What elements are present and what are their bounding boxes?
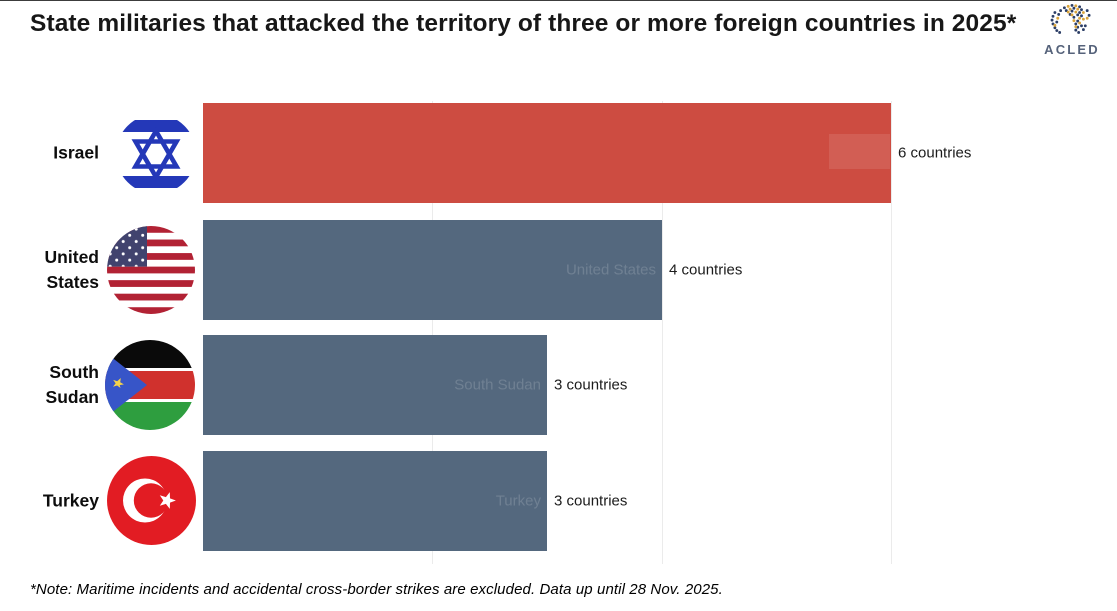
inbar-label: Turkey <box>495 492 541 510</box>
acled-logo-text: ACLED <box>1044 42 1100 57</box>
acled-logo: ACLED <box>1041 3 1103 59</box>
inbar-label: United States <box>565 261 656 279</box>
bar-israel <box>203 103 891 203</box>
israel-flag-icon <box>116 114 196 194</box>
south-sudan-flag-icon <box>105 340 195 430</box>
bar-highlight <box>829 134 890 169</box>
gridline <box>891 101 892 564</box>
chart-title: State militaries that attacked the terri… <box>30 10 1017 37</box>
value-label: 3 countries <box>554 376 628 394</box>
category-label-united-states: United States <box>44 247 99 292</box>
footnote: *Note: Maritime incidents and accidental… <box>30 581 723 598</box>
value-label: 4 countries <box>669 261 743 279</box>
value-label: 6 countries <box>898 144 972 162</box>
bar-united-states <box>203 220 662 320</box>
bar-south-sudan <box>203 335 547 435</box>
category-label-turkey: Turkey <box>42 490 99 511</box>
value-label: 3 countries <box>554 492 628 510</box>
inbar-label: South Sudan <box>454 376 541 394</box>
gridline <box>662 101 663 564</box>
united-states-flag-icon <box>107 226 195 314</box>
category-label-israel: Israel <box>53 142 99 163</box>
acled-globe-icon <box>1050 3 1091 34</box>
category-label-south-sudan: South Sudan <box>45 362 99 407</box>
bar-turkey <box>203 451 547 551</box>
turkey-flag-icon <box>107 456 196 545</box>
gridline <box>432 101 433 564</box>
